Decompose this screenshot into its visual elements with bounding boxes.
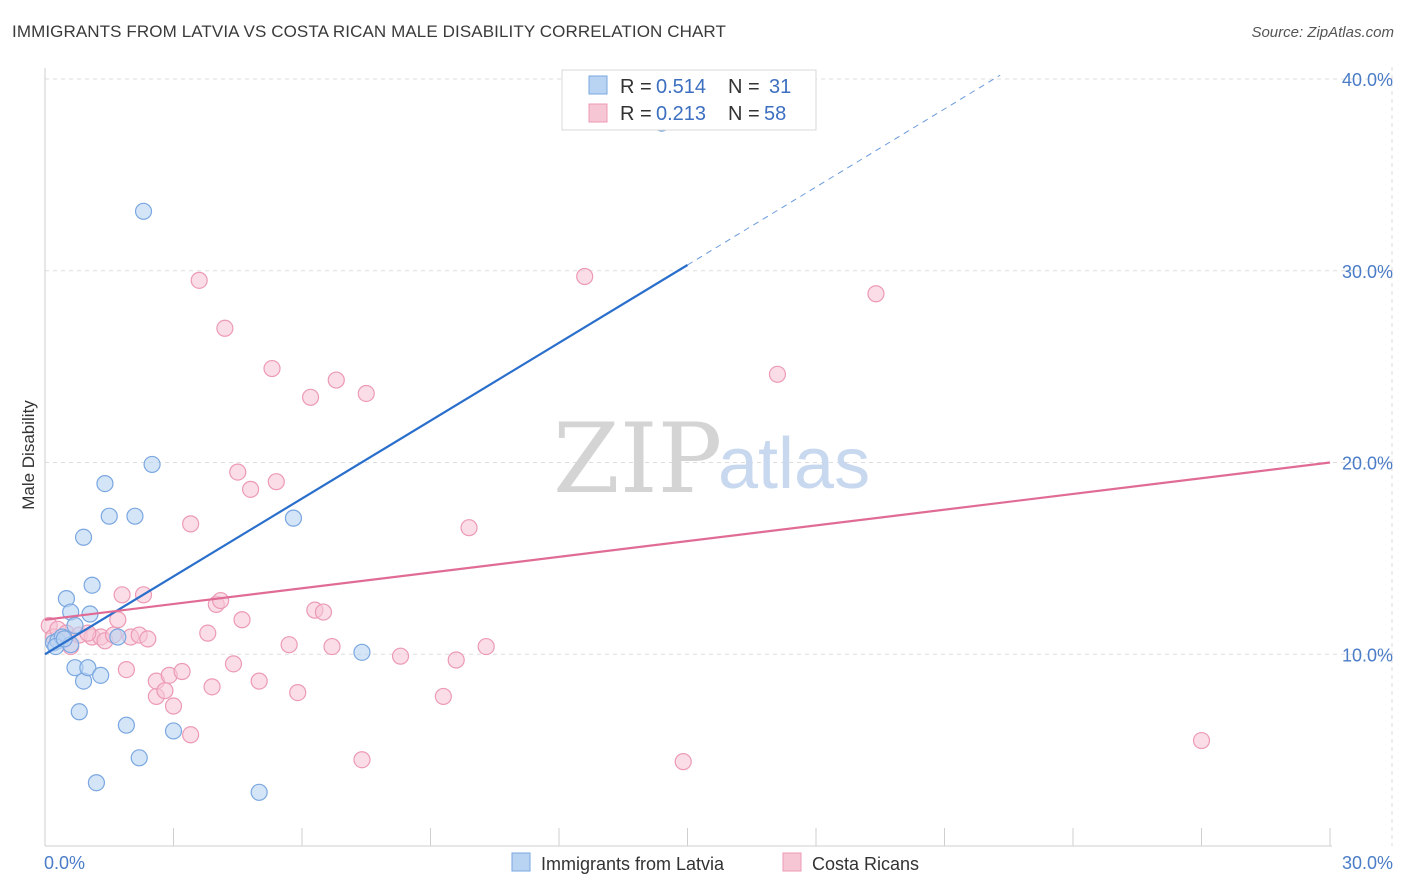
point-costa: [173, 662, 191, 681]
point-latvia: [92, 666, 110, 684]
point-latvia: [79, 659, 97, 677]
watermark: ZIP atlas: [553, 403, 870, 515]
trend-line-latvia: [44, 264, 689, 656]
point-latvia: [66, 616, 84, 635]
point-costa: [182, 726, 200, 744]
legend-n-label: N =: [728, 76, 760, 98]
source-label: Source: ZipAtlas.com: [1251, 24, 1394, 41]
bottom-legend: Immigrants from Latvia Costa Ricans: [511, 852, 919, 874]
y-axis-title: Male Disability: [19, 400, 38, 510]
point-costa: [212, 591, 230, 610]
y-tick-label: 40.0%: [1342, 70, 1393, 90]
axes: [44, 68, 1332, 847]
trend-line-latvia-extension: [687, 74, 1001, 266]
point-costa: [768, 365, 787, 383]
legend-swatch-latvia: [588, 75, 608, 95]
point-costa: [113, 586, 131, 604]
series-costa-ricans: [40, 267, 1211, 771]
point-costa: [190, 271, 208, 289]
point-costa: [323, 637, 341, 656]
point-latvia: [353, 643, 371, 661]
point-costa: [353, 751, 371, 769]
point-costa: [199, 624, 217, 642]
point-costa: [314, 603, 333, 621]
point-costa: [867, 285, 885, 303]
point-costa: [289, 683, 307, 702]
point-costa: [460, 519, 478, 537]
point-latvia: [164, 722, 183, 740]
point-costa: [391, 647, 410, 665]
point-costa: [267, 473, 285, 491]
bottom-legend-latvia: Immigrants from Latvia: [541, 854, 725, 874]
point-latvia: [130, 749, 148, 767]
point-costa: [576, 267, 594, 286]
point-costa: [139, 630, 157, 648]
point-costa: [233, 611, 251, 629]
point-costa: [477, 637, 495, 656]
bottom-legend-swatch-latvia: [511, 852, 531, 872]
legend-swatch-costa: [588, 103, 608, 123]
point-costa: [674, 753, 692, 771]
point-costa: [117, 660, 135, 679]
point-latvia: [87, 774, 106, 792]
point-costa: [164, 697, 183, 715]
point-costa: [327, 371, 345, 389]
legend-n-value: 31: [769, 76, 791, 98]
point-costa: [357, 384, 375, 403]
point-costa: [301, 388, 320, 406]
point-costa: [229, 463, 247, 481]
point-costa: [182, 515, 200, 533]
legend-n-label: N =: [728, 103, 760, 125]
point-latvia: [134, 202, 153, 220]
point-costa: [1192, 731, 1211, 750]
point-latvia: [117, 716, 135, 734]
point-latvia: [83, 576, 101, 594]
trend-line-costa: [44, 461, 1331, 621]
point-costa: [156, 682, 174, 700]
point-latvia: [143, 455, 161, 474]
legend-r-value: 0.213: [656, 103, 706, 125]
point-latvia: [250, 783, 268, 801]
watermark-atlas: atlas: [718, 424, 870, 504]
legend-r-label: R =: [620, 103, 652, 125]
y-tick-label: 20.0%: [1342, 454, 1393, 474]
point-latvia: [70, 703, 88, 721]
watermark-zip: ZIP: [553, 403, 722, 515]
y-tick-label: 10.0%: [1342, 645, 1393, 665]
point-costa: [216, 319, 234, 337]
point-latvia: [126, 507, 144, 525]
point-costa: [242, 480, 260, 498]
point-latvia: [74, 528, 93, 546]
legend-r-label: R =: [620, 76, 652, 98]
point-costa: [224, 655, 243, 673]
point-costa: [203, 678, 221, 696]
y-tick-label: 30.0%: [1342, 262, 1393, 282]
x-tick-label: 0.0%: [44, 853, 85, 873]
legend-n-value: 58: [764, 103, 786, 125]
point-costa: [250, 672, 268, 690]
point-latvia: [284, 509, 303, 527]
point-costa: [447, 651, 465, 669]
point-costa: [280, 636, 298, 654]
bottom-legend-swatch-costa: [782, 852, 802, 872]
point-latvia: [100, 507, 118, 525]
x-tick-label: 30.0%: [1342, 853, 1393, 873]
chart-title: IMMIGRANTS FROM LATVIA VS COSTA RICAN MA…: [12, 22, 726, 41]
point-costa: [263, 359, 281, 378]
point-costa: [434, 687, 452, 706]
bottom-legend-costa: Costa Ricans: [812, 854, 919, 874]
trend-lines: [44, 74, 1331, 656]
point-latvia: [109, 628, 127, 646]
tick-labels: 10.0% 20.0% 30.0% 40.0% 0.0% 30.0%: [44, 70, 1393, 873]
legend-r-value: 0.514: [656, 76, 706, 98]
point-latvia: [96, 474, 114, 493]
legend: R = 0.514 N = 31 R = 0.213 N = 58: [561, 69, 817, 131]
